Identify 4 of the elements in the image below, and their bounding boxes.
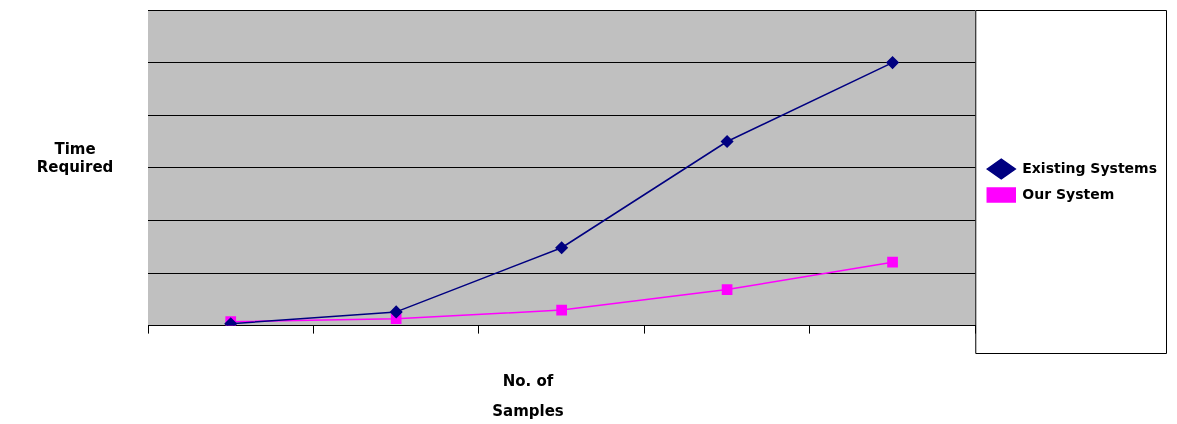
- legend-label: Our System: [1022, 185, 1115, 202]
- legend-label: Existing Systems: [1022, 159, 1157, 176]
- y-axis-title: Time Required: [35, 140, 115, 176]
- x-axis-title: No. of Samples: [491, 371, 565, 422]
